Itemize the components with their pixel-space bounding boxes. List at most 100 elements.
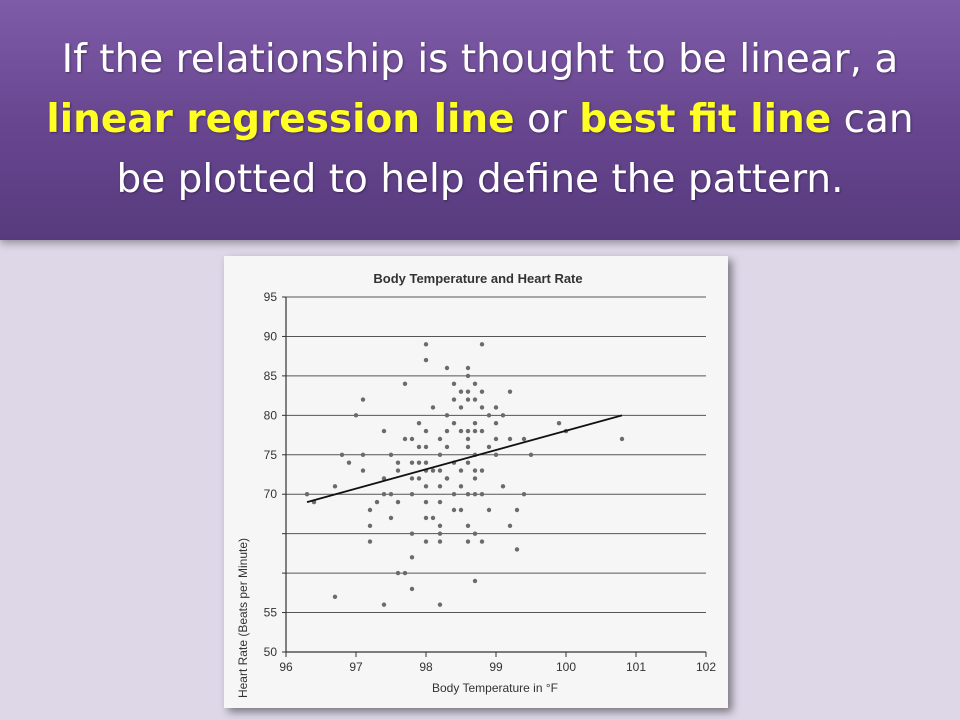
y-axis-label: Heart Rate (Beats per Minute) [236,538,250,698]
data-point-86 [465,460,471,465]
data-point-47 [423,515,429,521]
data-point-2 [332,484,338,489]
data-point-54 [437,452,443,457]
data-point-89 [465,539,471,544]
heading-highlight-regression-line: linear regression line [46,97,515,142]
data-point-116 [507,389,513,394]
data-point-72 [451,507,457,513]
data-point-6 [353,413,359,418]
data-point-84 [465,436,471,442]
data-point-7 [360,397,366,402]
data-point-19 [388,515,394,521]
data-point-108 [486,444,492,450]
data-point-82 [465,397,471,402]
data-point-105 [479,492,485,497]
data-point-101 [479,389,485,394]
data-point-46 [423,499,429,505]
axes [282,296,707,657]
data-point-25 [402,381,408,386]
x-axis-label: Body Temperature in °F [432,681,558,695]
data-point-88 [465,523,471,528]
data-point-41 [423,428,429,434]
data-point-12 [367,539,373,544]
data-point-68 [451,421,457,426]
y-tick-label-70: 70 [264,487,278,501]
x-tick-label-99: 99 [489,660,503,674]
y-tick-label-50: 50 [264,645,278,659]
data-point-124 [556,421,562,426]
data-point-79 [465,365,471,371]
data-point-9 [360,468,366,473]
data-point-103 [479,428,485,434]
scatter-chart: Body Temperature and Heart Rate Body Tem… [236,271,717,698]
tick-labels: 50 55 70 75 80 85 90 95 96 97 98 99 100 101 102 [264,290,717,674]
y-tick-label-90: 90 [264,329,278,343]
data-point-81 [465,389,471,394]
heading-text-4: be plotted to help define the pattern. [116,157,844,202]
y-tick-label-85: 85 [264,369,278,383]
data-point-38 [416,444,422,450]
regression-line [306,414,623,503]
data-point-4 [339,452,345,457]
data-point-96 [472,476,478,481]
y-tick-label-75: 75 [264,448,278,462]
data-point-32 [409,531,415,536]
data-point-23 [395,499,401,505]
chart-figure: Body Temperature and Heart Rate Body Tem… [224,256,728,708]
data-point-59 [437,539,443,544]
data-point-107 [486,413,492,418]
data-point-52 [437,468,443,473]
x-tick-label-98: 98 [419,660,433,674]
data-point-30 [409,492,415,497]
y-tick-label-95: 95 [264,290,278,304]
data-point-71 [451,492,457,497]
data-point-31 [409,460,415,465]
data-point-122 [521,492,527,497]
data-point-97 [472,492,478,497]
heading-text-1: If the relationship is thought to be lin… [61,37,899,82]
data-point-66 [444,476,450,481]
data-point-78 [458,468,464,473]
data-point-60 [437,602,443,607]
data-point-120 [514,547,520,552]
data-point-75 [458,428,464,434]
data-point-55 [437,436,443,442]
data-point-83 [465,428,471,434]
data-point-104 [479,468,485,473]
data-point-73 [458,389,464,394]
x-tick-label-102: 102 [696,660,716,674]
data-point-114 [500,413,506,418]
data-point-18 [388,492,394,497]
data-point-16 [381,428,387,434]
data-point-92 [472,421,478,426]
data-point-85 [465,444,471,450]
x-tick-label-100: 100 [556,660,576,674]
data-point-0 [304,492,310,497]
data-point-93 [472,428,478,434]
data-points [304,342,625,607]
data-point-15 [381,476,387,481]
x-tick-label-101: 101 [626,660,646,674]
data-point-109 [486,507,492,513]
data-point-40 [423,357,429,363]
data-point-110 [493,405,499,410]
data-point-91 [472,397,478,402]
data-point-98 [472,531,478,536]
data-point-117 [507,436,513,442]
data-point-26 [402,436,408,442]
title-banner: If the relationship is thought to be lin… [0,0,960,240]
data-point-21 [395,460,401,465]
data-point-14 [381,492,387,497]
data-point-95 [472,468,478,473]
y-tick-label-55: 55 [264,606,278,620]
data-point-113 [493,452,499,457]
data-point-42 [423,444,429,450]
data-point-100 [479,342,485,347]
data-point-74 [458,405,464,410]
data-point-87 [465,492,471,497]
data-point-29 [409,476,415,481]
data-point-5 [346,460,352,465]
chart-title: Body Temperature and Heart Rate [373,271,582,286]
data-point-51 [430,515,436,521]
data-point-17 [381,602,387,607]
